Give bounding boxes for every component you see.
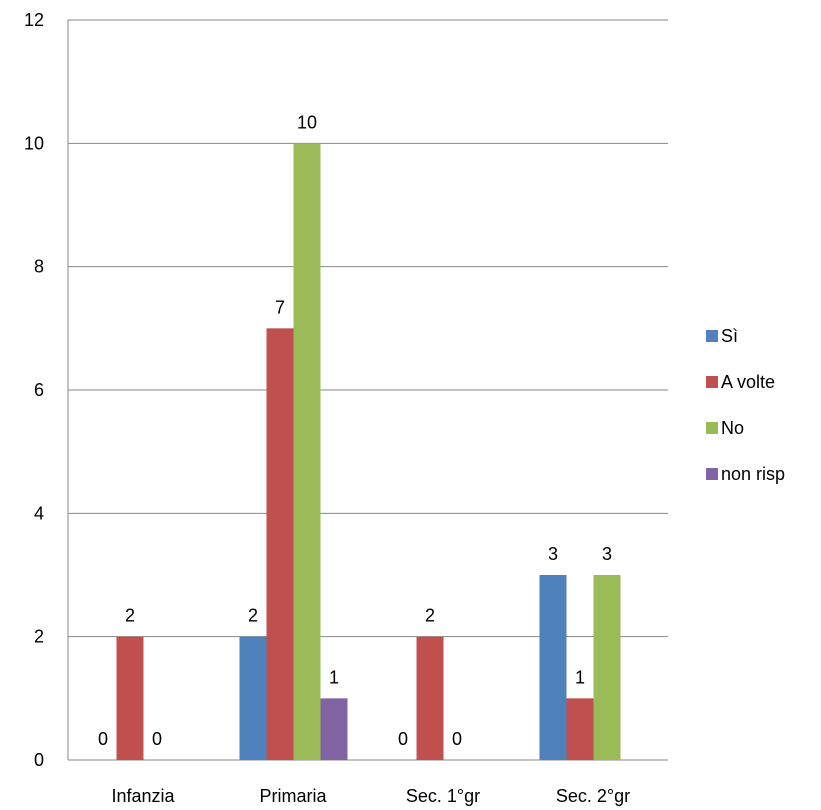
data-label: 2: [425, 606, 435, 626]
bar: [239, 636, 267, 760]
legend: Sì A volte No non risp: [706, 326, 785, 484]
bar: [539, 575, 567, 760]
bar: [416, 636, 444, 760]
legend-swatch: [706, 330, 718, 342]
bar: [116, 636, 144, 760]
category-labels: Infanzia Primaria Sec. 1°gr Sec. 2°gr: [111, 786, 630, 806]
data-label: 1: [575, 667, 585, 687]
y-tick-label: 6: [34, 380, 44, 400]
data-label: 0: [98, 729, 108, 749]
legend-label: Sì: [721, 326, 738, 346]
legend-label: non risp: [721, 464, 785, 484]
legend-swatch: [706, 468, 718, 480]
data-label: 3: [548, 544, 558, 564]
bars: [116, 143, 621, 761]
data-label: 1: [329, 667, 339, 687]
data-label: 2: [125, 606, 135, 626]
y-tick-label: 12: [24, 10, 44, 30]
gridlines: [68, 19, 668, 638]
data-label: 0: [398, 729, 408, 749]
legend-label: No: [721, 418, 744, 438]
data-label: 3: [602, 544, 612, 564]
y-tick-label: 8: [34, 257, 44, 277]
data-label: 0: [152, 729, 162, 749]
data-label: 2: [248, 606, 258, 626]
y-tick-label: 0: [34, 750, 44, 770]
category-label: Primaria: [259, 786, 327, 806]
bar: [266, 328, 294, 760]
category-label: Sec. 1°gr: [406, 786, 480, 806]
bar: [293, 143, 321, 761]
y-tick-label: 4: [34, 503, 44, 523]
legend-label: A volte: [721, 372, 775, 392]
bar: [593, 575, 621, 760]
data-label: 0: [452, 729, 462, 749]
legend-swatch: [706, 422, 718, 434]
y-tick-label: 2: [34, 627, 44, 647]
category-label: Sec. 2°gr: [556, 786, 630, 806]
legend-swatch: [706, 376, 718, 388]
data-label: 10: [297, 112, 317, 132]
data-label: 7: [275, 297, 285, 317]
category-label: Infanzia: [111, 786, 175, 806]
y-tick-labels: 0 2 4 6 8 10 12: [24, 10, 44, 770]
bar: [566, 698, 594, 760]
y-tick-label: 10: [24, 133, 44, 153]
bar: [320, 698, 348, 760]
